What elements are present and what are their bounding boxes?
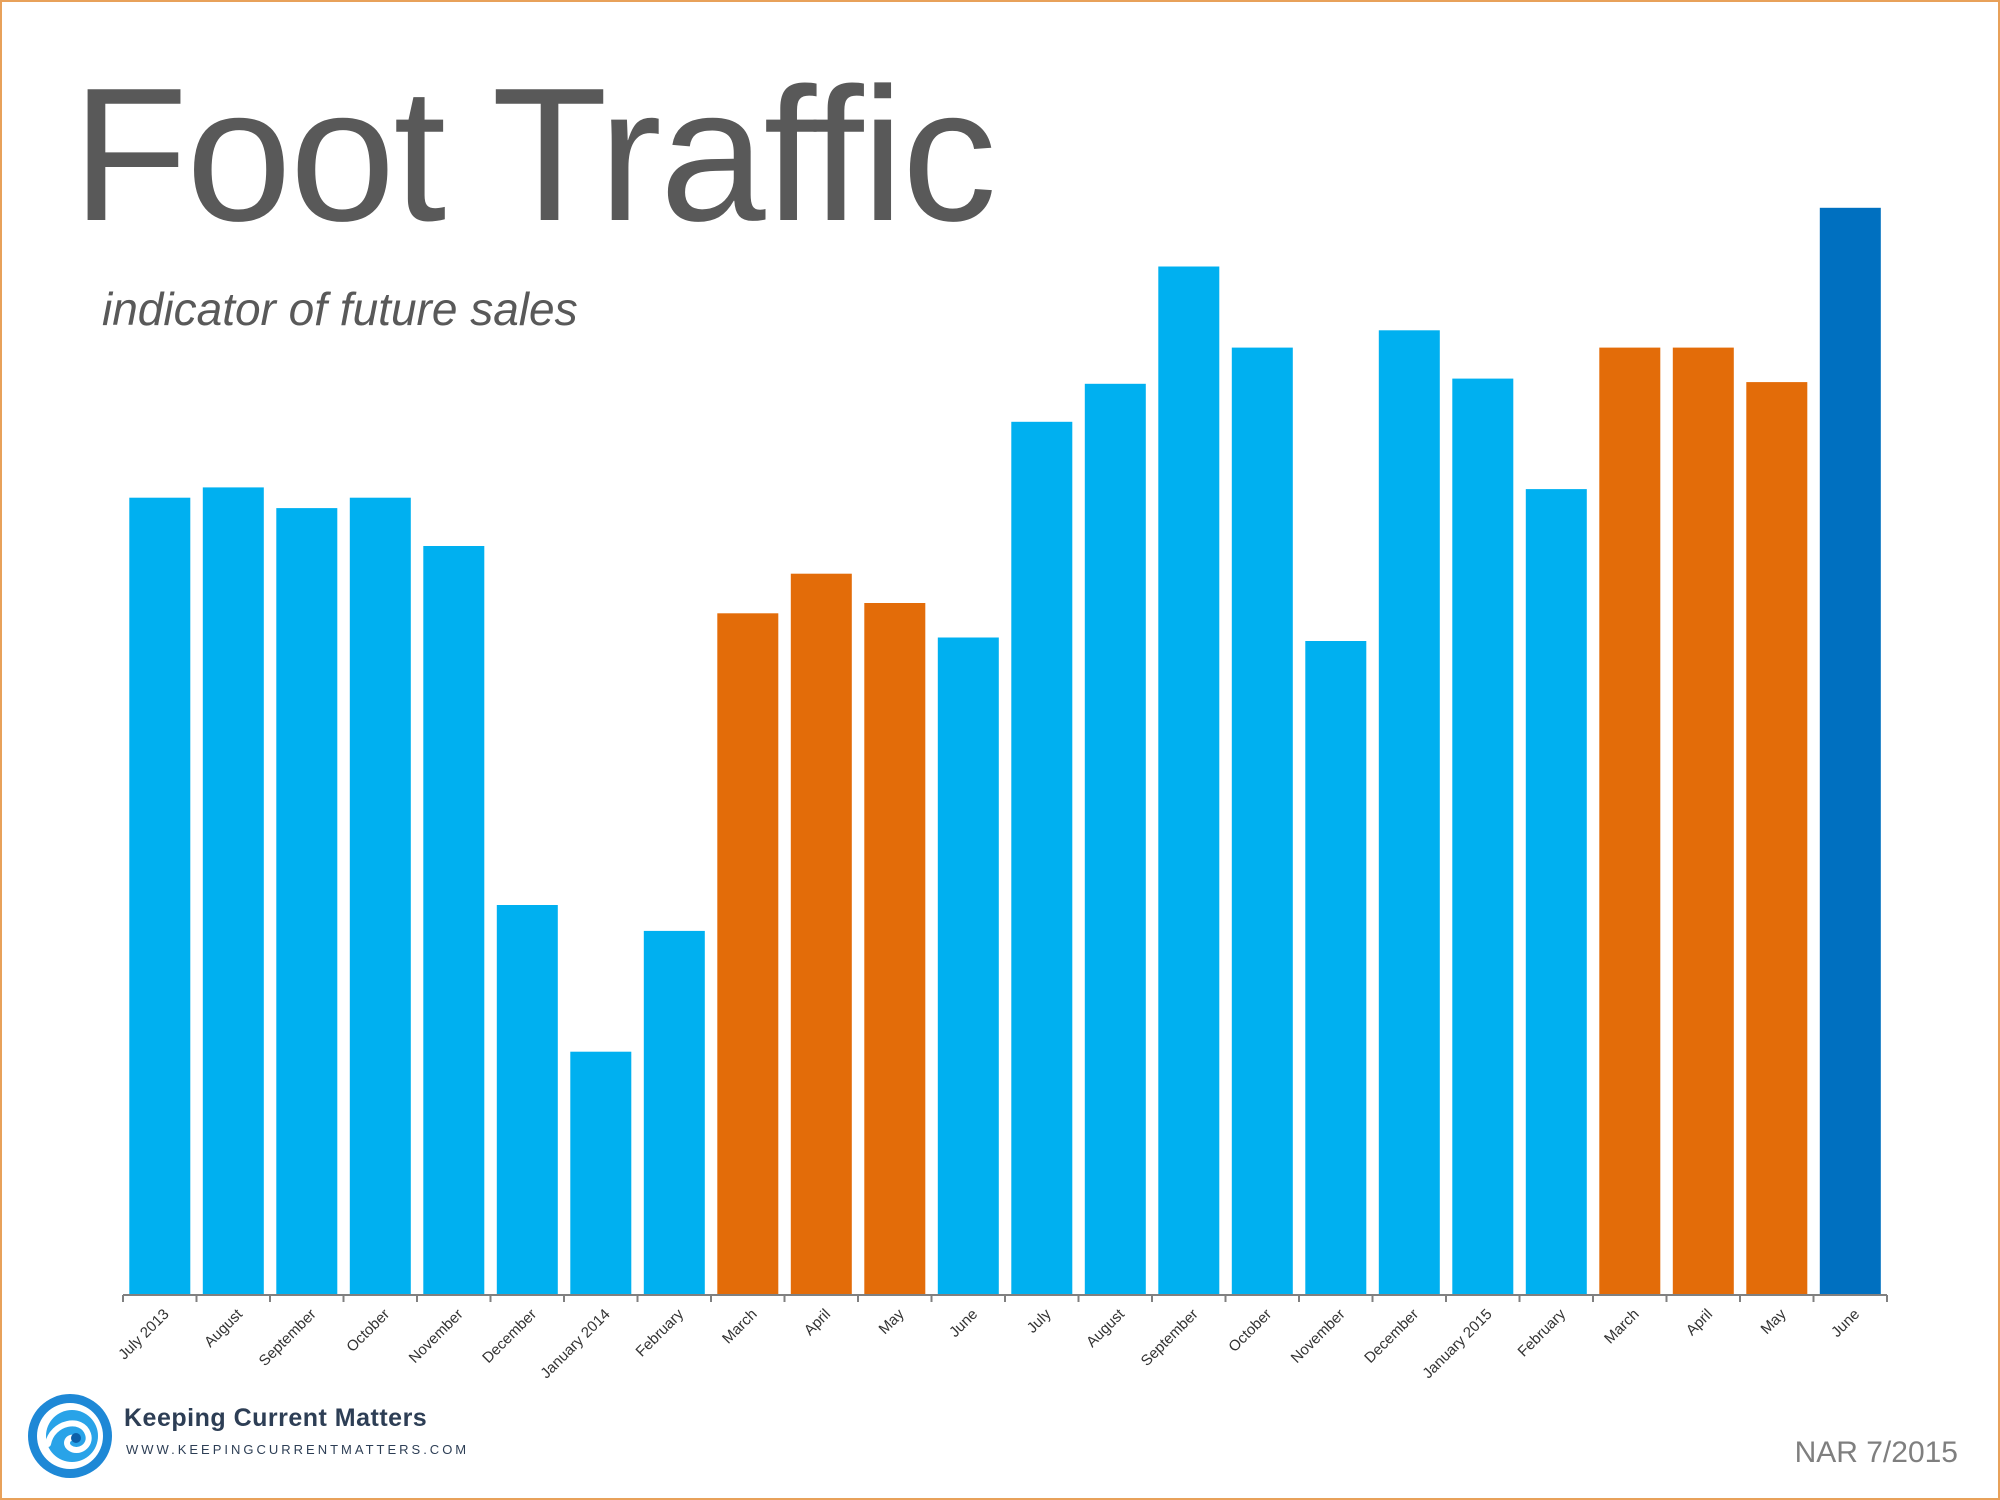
bar — [1378, 330, 1440, 1295]
bar — [1452, 378, 1514, 1296]
bar — [276, 508, 338, 1296]
bar — [423, 546, 485, 1295]
x-tick-label: September — [1138, 1306, 1202, 1370]
bar — [202, 487, 264, 1295]
x-tick-label: October — [1225, 1306, 1275, 1356]
bar — [570, 1051, 632, 1295]
bar — [349, 497, 411, 1295]
x-tick-label: June — [1828, 1306, 1863, 1341]
x-tick-label: January 2015 — [1419, 1306, 1495, 1382]
bar — [1305, 641, 1367, 1295]
x-tick-label: March — [719, 1306, 760, 1347]
x-tick-label: March — [1601, 1306, 1642, 1347]
bar — [1599, 347, 1661, 1296]
bar — [1746, 382, 1808, 1296]
x-tick-label: June — [946, 1306, 981, 1341]
bars-group — [129, 207, 1881, 1296]
bar — [790, 573, 852, 1295]
bar — [1011, 421, 1073, 1295]
chart-subtitle: indicator of future sales — [102, 283, 578, 335]
x-tick-label: August — [201, 1305, 247, 1351]
x-tick-label: May — [876, 1305, 908, 1337]
x-axis-ticks — [122, 1295, 1888, 1302]
x-tick-label: September — [256, 1306, 320, 1370]
x-tick-label: February — [633, 1305, 688, 1360]
bar — [1525, 489, 1587, 1296]
x-tick-label: November — [406, 1306, 467, 1367]
bar — [1084, 383, 1146, 1295]
x-tick-label: May — [1758, 1305, 1790, 1337]
x-tick-label: November — [1288, 1306, 1349, 1367]
x-tick-label: April — [801, 1306, 834, 1339]
chart-title: Foot Traffic — [72, 49, 997, 261]
bar — [496, 905, 558, 1295]
x-tick-label: December — [1361, 1306, 1422, 1367]
x-tick-label: February — [1515, 1305, 1570, 1360]
bar — [937, 637, 999, 1295]
wave-spiral-icon — [28, 1394, 112, 1478]
brand-logo: Keeping Current Matters WWW.KEEPINGCURRE… — [26, 1392, 466, 1482]
brand-url: WWW.KEEPINGCURRENTMATTERS.COM — [126, 1442, 470, 1457]
x-tick-label: August — [1083, 1305, 1129, 1351]
bar — [864, 603, 926, 1295]
x-axis-labels: July 2013 August September October November D… — [115, 1305, 1863, 1382]
x-tick-label: October — [343, 1306, 393, 1356]
bar — [1231, 347, 1293, 1296]
bar — [643, 930, 705, 1295]
x-tick-label: December — [479, 1306, 540, 1367]
source-note: NAR 7/2015 — [1794, 1436, 1958, 1469]
bar — [1819, 207, 1881, 1295]
bar — [717, 613, 779, 1295]
bar — [1158, 266, 1220, 1295]
x-tick-label: April — [1683, 1306, 1716, 1339]
x-tick-label: January 2014 — [537, 1306, 613, 1382]
brand-name: Keeping Current Matters — [124, 1404, 428, 1432]
bar — [1672, 347, 1734, 1296]
x-tick-label: July 2013 — [115, 1306, 172, 1363]
x-tick-label: July — [1024, 1305, 1055, 1336]
bar — [129, 497, 191, 1295]
